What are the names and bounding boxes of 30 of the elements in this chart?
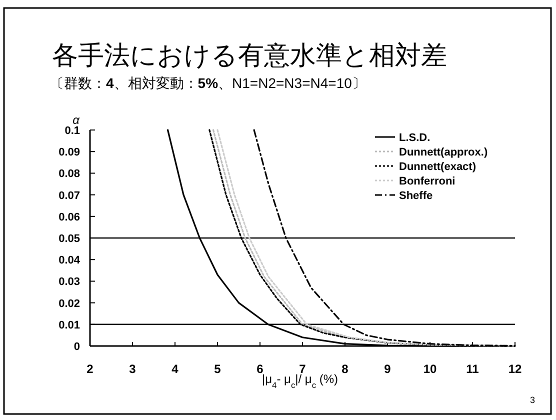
x-tick-label: 6 (256, 362, 264, 376)
x-tick-label: 11 (466, 362, 480, 376)
y-tick-label: 0.03 (58, 276, 80, 288)
legend-label: L.S.D. (399, 132, 430, 144)
y-axis-title: α (72, 113, 81, 127)
x-tick-label: 8 (342, 362, 349, 376)
y-tick-label: 0.06 (58, 211, 80, 224)
y-tick-label: 0.1 (64, 125, 80, 137)
y-tick-label: 0.09 (58, 146, 80, 159)
chart-subtitle: 〔群数：4、相対変動：5%、N1=N2=N3=N4=10〕 (50, 75, 366, 91)
legend-label: Dunnett(exact) (399, 161, 476, 173)
x-tick-label: 12 (508, 362, 522, 376)
y-tick-label: 0 (74, 341, 80, 353)
x-tick-label: 4 (172, 362, 179, 376)
y-tick-label: 0.02 (58, 298, 80, 310)
text: 3 (530, 395, 536, 405)
y-tick-label: 0.05 (58, 233, 80, 245)
x-tick-label: 9 (384, 362, 392, 376)
legend-label: Sheffe (399, 190, 433, 202)
x-tick-label: 5 (214, 362, 222, 376)
y-tick-label: 0.04 (58, 254, 81, 267)
legend-label: Bonferroni (399, 176, 456, 188)
y-tick-label: 0.08 (58, 168, 80, 180)
chart-title: 各手法における有意水準と相対差 (52, 40, 447, 70)
y-tick-label: 0.01 (58, 319, 80, 332)
y-tick-label: 0.07 (58, 190, 80, 202)
x-tick-label: 3 (129, 362, 136, 376)
legend-label: Dunnett(approx.) (399, 146, 488, 158)
x-tick-label: 2 (86, 362, 94, 376)
x-tick-label: 10 (423, 362, 437, 376)
